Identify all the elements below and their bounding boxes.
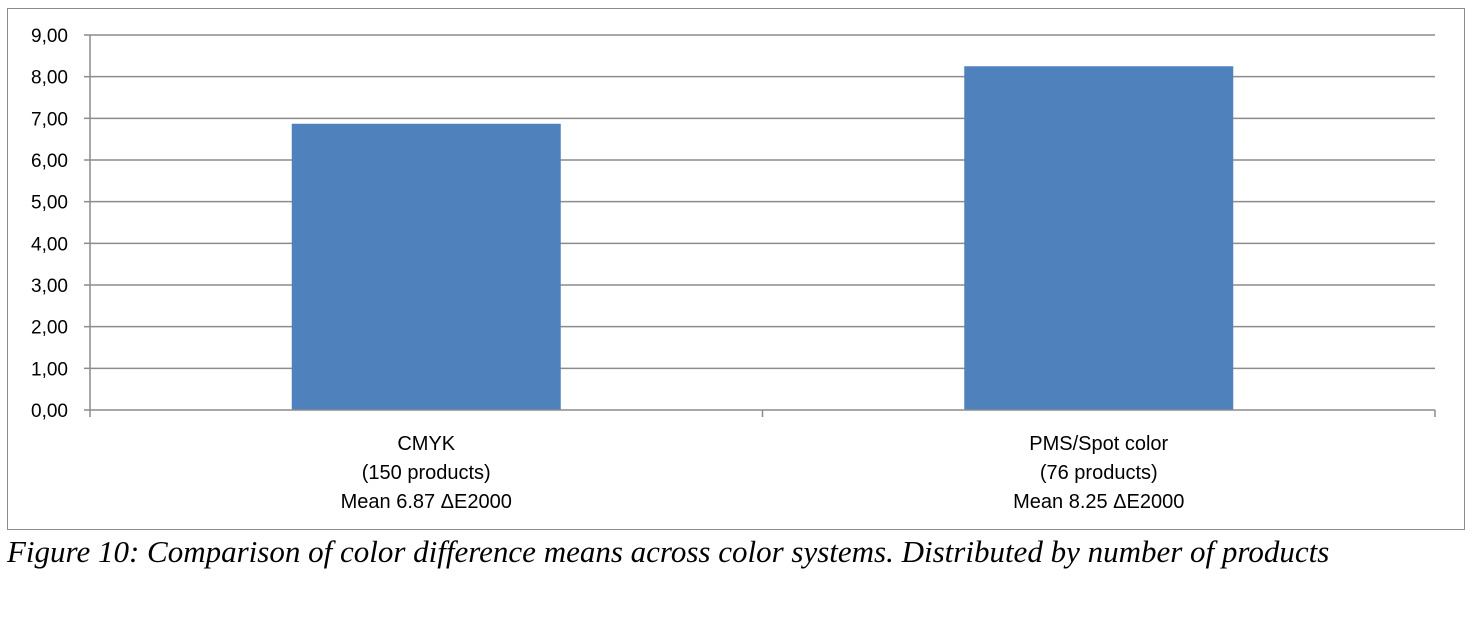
- bar-chart: 0,00 1,00 2,00 3,00 4,00 5,00 6,00 7,00 8,00 9,00…: [31, 26, 1436, 513]
- bars: [291, 66, 1234, 410]
- y-tick-label: 3,00: [31, 276, 68, 297]
- category-label: (150 products): [362, 462, 491, 484]
- category-label: Mean 8.25 ΔE2000: [1013, 491, 1184, 513]
- y-tick-label: 5,00: [31, 193, 68, 214]
- category-label: Mean 6.87 ΔE2000: [341, 491, 512, 513]
- axes: [84, 34, 1436, 417]
- y-tick-label: 1,00: [31, 359, 68, 380]
- y-tick-label: 9,00: [31, 26, 68, 47]
- category-label: PMS/Spot color: [1029, 433, 1168, 455]
- figure-caption: Figure 10: Comparison of color differenc…: [7, 534, 1330, 569]
- y-tick-label: 7,00: [31, 109, 68, 130]
- bar: [291, 123, 561, 410]
- y-tick-label: 0,00: [31, 401, 68, 422]
- y-tick-label: 2,00: [31, 318, 68, 339]
- y-tick-label: 8,00: [31, 68, 68, 89]
- category-labels: CMYK (150 products) Mean 6.87 ΔE2000 PMS/Sp…: [341, 433, 1185, 513]
- category-label: CMYK: [397, 433, 455, 455]
- category-label: (76 products): [1040, 462, 1158, 484]
- y-tick-labels: 0,00 1,00 2,00 3,00 4,00 5,00 6,00 7,00 8,00 9,00: [31, 26, 68, 422]
- y-tick-label: 6,00: [31, 151, 68, 172]
- y-tick-label: 4,00: [31, 234, 68, 255]
- bar: [964, 66, 1234, 410]
